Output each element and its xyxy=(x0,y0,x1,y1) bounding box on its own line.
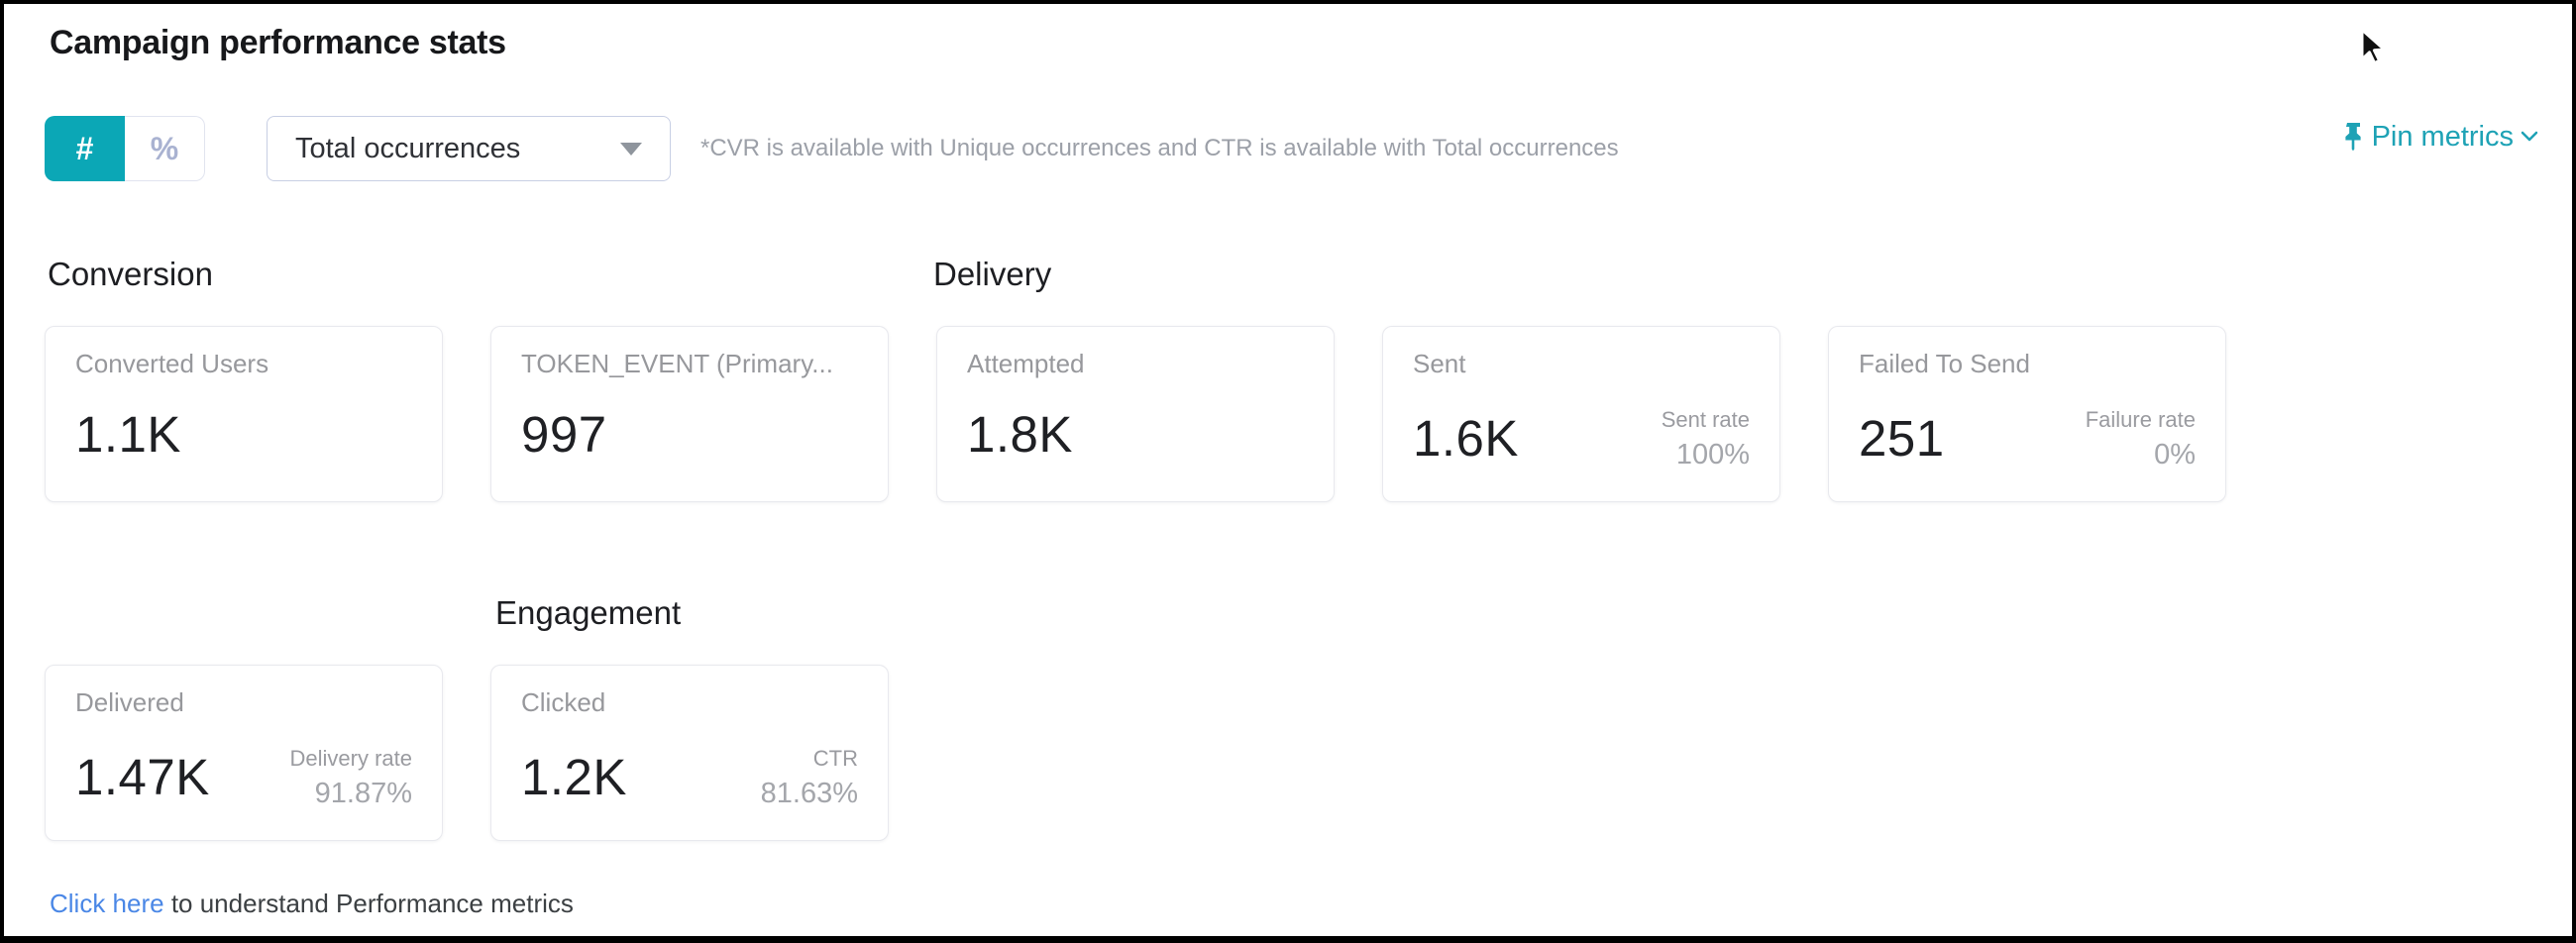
metric-value: 1.1K xyxy=(75,406,181,463)
cvr-ctr-availability-note: *CVR is available with Unique occurrence… xyxy=(700,135,1619,161)
metric-card-attempted: Attempted 1.8K xyxy=(936,326,1335,502)
section-heading-engagement: Engagement xyxy=(495,594,682,631)
metric-label: Delivered xyxy=(75,687,184,717)
section-heading-delivery: Delivery xyxy=(933,256,1052,292)
metric-value: 1.6K xyxy=(1413,410,1519,468)
metric-rate-label: Failure rate xyxy=(2085,407,2196,432)
performance-metrics-footnote: Click here to understand Performance met… xyxy=(50,889,574,919)
metric-card-delivered: Delivered 1.47K Delivery rate 91.87% xyxy=(45,665,443,841)
metric-card-failed-to-send: Failed To Send 251 Failure rate 0% xyxy=(1828,326,2226,502)
metric-label: Converted Users xyxy=(75,349,269,378)
footnote-text: to understand Performance metrics xyxy=(163,889,574,918)
section-heading-conversion: Conversion xyxy=(48,256,213,292)
metric-rate-value: 91.87% xyxy=(314,778,412,809)
metric-rate-label: Delivery rate xyxy=(289,746,412,771)
metric-rate-value: 100% xyxy=(1675,439,1750,471)
chevron-down-icon xyxy=(2521,131,2538,142)
metric-label: Failed To Send xyxy=(1859,349,2030,378)
metric-value: 997 xyxy=(521,406,607,463)
metric-label: Attempted xyxy=(967,349,1085,378)
metric-card-clicked: Clicked 1.2K CTR 81.63% xyxy=(490,665,889,841)
metric-card-sent: Sent 1.6K Sent rate 100% xyxy=(1382,326,1780,502)
metric-rate-value: 81.63% xyxy=(760,778,858,809)
percent-icon: % xyxy=(150,130,179,166)
pin-metrics-button[interactable]: Pin metrics xyxy=(2342,107,2538,166)
mouse-pointer-icon xyxy=(2360,28,2386,65)
hash-icon: # xyxy=(75,130,94,166)
chevron-down-icon xyxy=(620,142,642,156)
count-toggle-button[interactable]: # xyxy=(45,116,125,181)
percent-toggle-button[interactable]: % xyxy=(125,116,205,181)
metric-rate-label: CTR xyxy=(812,746,858,771)
occurrence-type-selected-value: Total occurrences xyxy=(295,132,521,164)
pushpin-icon xyxy=(2344,123,2361,152)
click-here-link[interactable]: Click here xyxy=(50,889,164,918)
count-percent-toggle: # % xyxy=(45,116,205,181)
metric-rate-label: Sent rate xyxy=(1661,407,1750,432)
metric-label: Sent xyxy=(1413,349,1466,378)
metric-rate: Delivery rate 91.87% xyxy=(290,746,412,810)
metric-value: 1.8K xyxy=(967,406,1073,463)
metric-rate-value: 0% xyxy=(2154,439,2196,471)
metric-card-converted-users: Converted Users 1.1K xyxy=(45,326,443,502)
metric-rate: CTR 81.63% xyxy=(761,746,858,810)
metric-label: Clicked xyxy=(521,687,606,717)
metric-label: TOKEN_EVENT (Primary... xyxy=(521,349,833,378)
metric-value: 1.2K xyxy=(521,749,627,806)
metric-value: 1.47K xyxy=(75,749,210,806)
pin-metrics-label: Pin metrics xyxy=(2371,120,2514,153)
metric-card-token-event: TOKEN_EVENT (Primary... 997 xyxy=(490,326,889,502)
occurrence-type-dropdown[interactable]: Total occurrences xyxy=(267,116,671,181)
metric-value: 251 xyxy=(1859,410,1945,468)
metric-rate: Sent rate 100% xyxy=(1662,407,1750,472)
page-title: Campaign performance stats xyxy=(50,24,506,61)
metric-rate: Failure rate 0% xyxy=(2086,407,2196,472)
